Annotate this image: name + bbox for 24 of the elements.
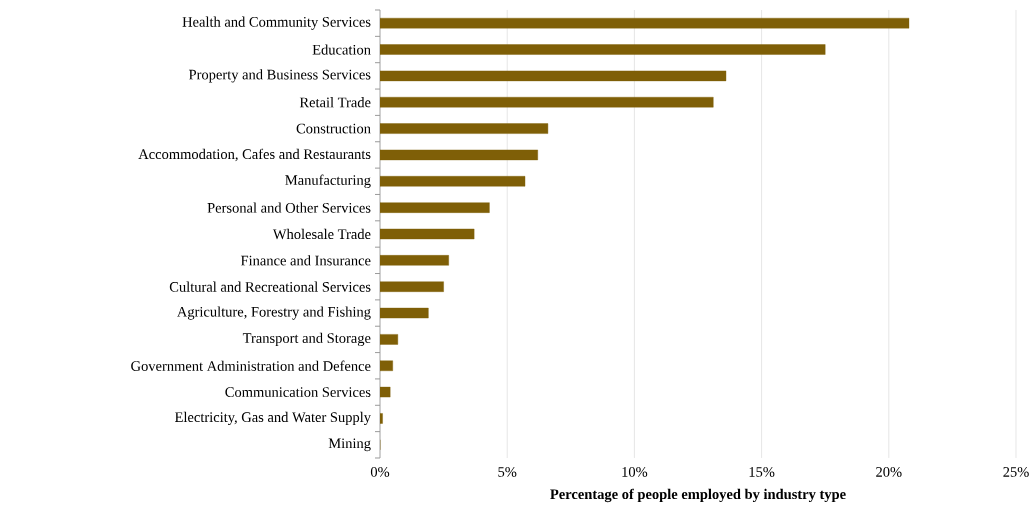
y-tick-label: Education [312,44,371,55]
y-tick-label: Accommodation, Cafes and Restaurants [138,148,371,162]
y-tick-label: Personal and Other Services [207,202,371,213]
y-tick-label: Finance and Insurance [240,255,371,266]
x-tick-label: 15% [749,467,775,477]
y-tick-label: Communication Services [225,387,371,397]
x-tick-label: 10% [622,467,648,477]
x-tick-label: 25% [1003,467,1029,477]
y-tick-label: Property and Business Services [188,69,371,83]
x-tick-label: 5% [498,467,517,477]
y-tick-label: Mining [328,438,371,452]
y-tick-label: Health and Community Services [182,16,371,30]
y-tick-label: Government Administration and Defence [131,360,371,371]
y-tick-label: Construction [296,123,371,134]
y-tick-label: Electricity, Gas and Water Supply [175,411,371,426]
x-tick-label: 0% [370,467,390,477]
y-tick-label: Agriculture, Forestry and Fishing [177,306,371,320]
y-tick-label: Transport and Storage [242,332,371,347]
y-tick-label: Manufacturing [285,174,371,188]
x-tick-label: 20% [876,467,902,477]
x-axis-title: Percentage of people employed by industry type [550,488,846,503]
y-tick-label: Wholesale Trade [272,228,371,240]
y-tick-label: Cultural and Recreational Services [169,281,371,292]
y-tick-label: Retail Trade [299,97,371,108]
